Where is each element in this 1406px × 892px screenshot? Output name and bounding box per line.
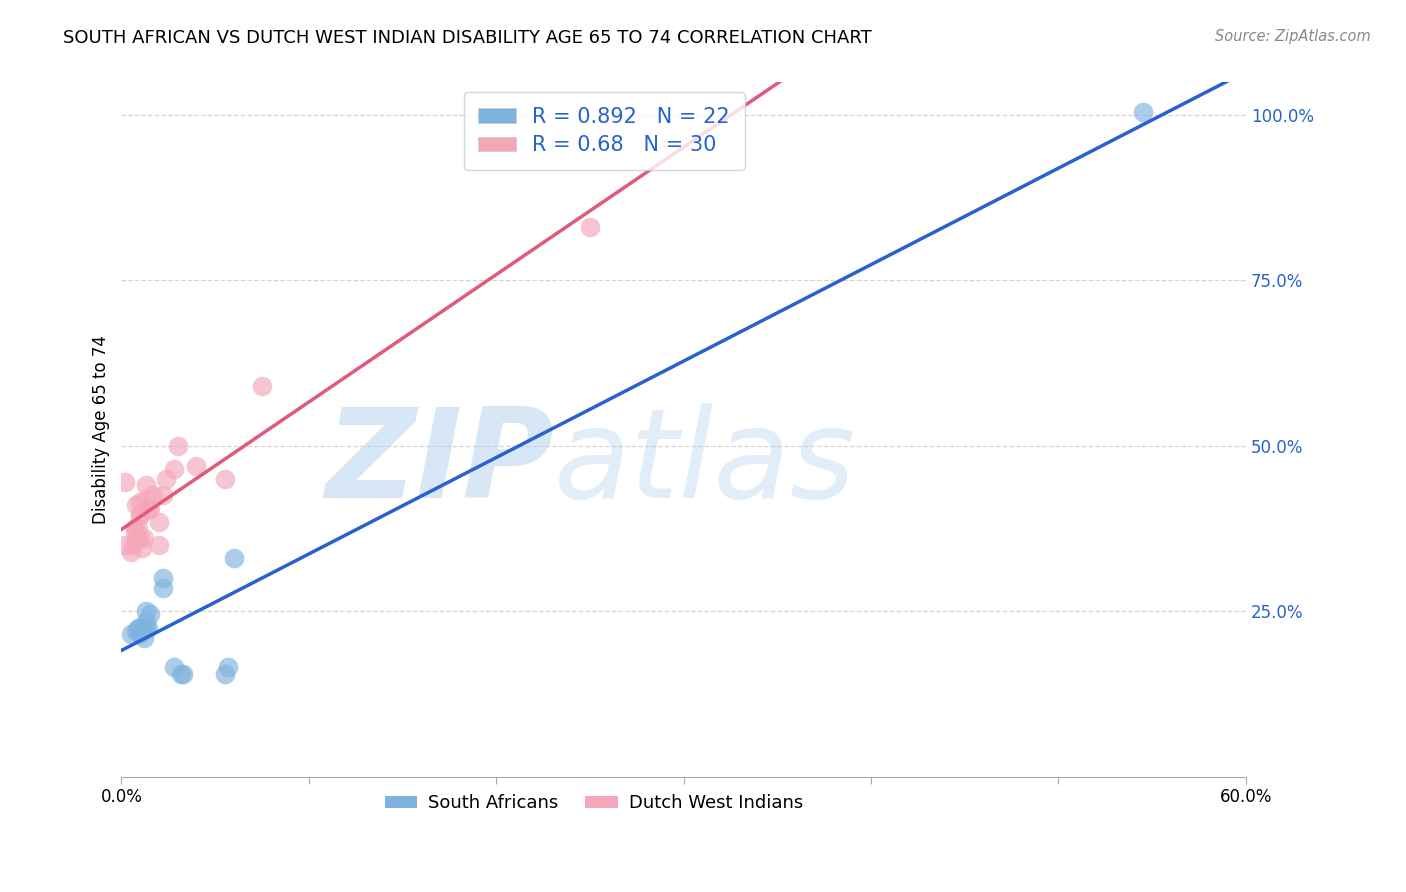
- Point: [163, 462, 186, 476]
- Point: [120, 627, 142, 641]
- Point: [170, 667, 193, 681]
- Point: [152, 581, 174, 595]
- Text: Source: ZipAtlas.com: Source: ZipAtlas.com: [1215, 29, 1371, 44]
- Point: [148, 538, 170, 552]
- Point: [166, 439, 188, 453]
- Text: SOUTH AFRICAN VS DUTCH WEST INDIAN DISABILITY AGE 65 TO 74 CORRELATION CHART: SOUTH AFRICAN VS DUTCH WEST INDIAN DISAB…: [63, 29, 872, 46]
- Point: [222, 551, 245, 566]
- Point: [132, 532, 155, 546]
- Point: [129, 621, 152, 635]
- Point: [186, 458, 208, 473]
- Point: [135, 604, 157, 618]
- Point: [214, 667, 236, 681]
- Point: [152, 571, 174, 585]
- Point: [172, 667, 194, 681]
- Point: [114, 538, 136, 552]
- Point: [148, 515, 170, 529]
- Point: [129, 508, 152, 523]
- Point: [163, 660, 186, 674]
- Point: [121, 538, 143, 552]
- Point: [127, 621, 149, 635]
- Point: [136, 621, 159, 635]
- Point: [579, 220, 602, 235]
- Point: [1132, 104, 1154, 119]
- Point: [124, 521, 146, 535]
- Y-axis label: Disability Age 65 to 74: Disability Age 65 to 74: [93, 334, 110, 524]
- Point: [142, 488, 165, 502]
- Point: [152, 488, 174, 502]
- Point: [129, 495, 152, 509]
- Point: [138, 607, 160, 622]
- Point: [131, 541, 153, 556]
- Text: atlas: atlas: [554, 403, 856, 524]
- Point: [120, 544, 142, 558]
- Point: [125, 532, 148, 546]
- Point: [129, 532, 152, 546]
- Point: [131, 624, 153, 638]
- Legend: South Africans, Dutch West Indians: South Africans, Dutch West Indians: [377, 787, 810, 820]
- Point: [135, 491, 157, 506]
- Point: [125, 498, 148, 512]
- Point: [155, 472, 177, 486]
- Text: ZIP: ZIP: [326, 403, 554, 524]
- Point: [132, 621, 155, 635]
- Point: [138, 501, 160, 516]
- Point: [214, 472, 236, 486]
- Point: [129, 627, 152, 641]
- Point: [124, 524, 146, 539]
- Point: [135, 478, 157, 492]
- Point: [132, 631, 155, 645]
- Point: [127, 521, 149, 535]
- Point: [129, 508, 152, 523]
- Point: [250, 379, 273, 393]
- Point: [114, 475, 136, 490]
- Point: [217, 660, 239, 674]
- Point: [136, 501, 159, 516]
- Point: [125, 624, 148, 638]
- Point: [135, 614, 157, 628]
- Point: [135, 621, 157, 635]
